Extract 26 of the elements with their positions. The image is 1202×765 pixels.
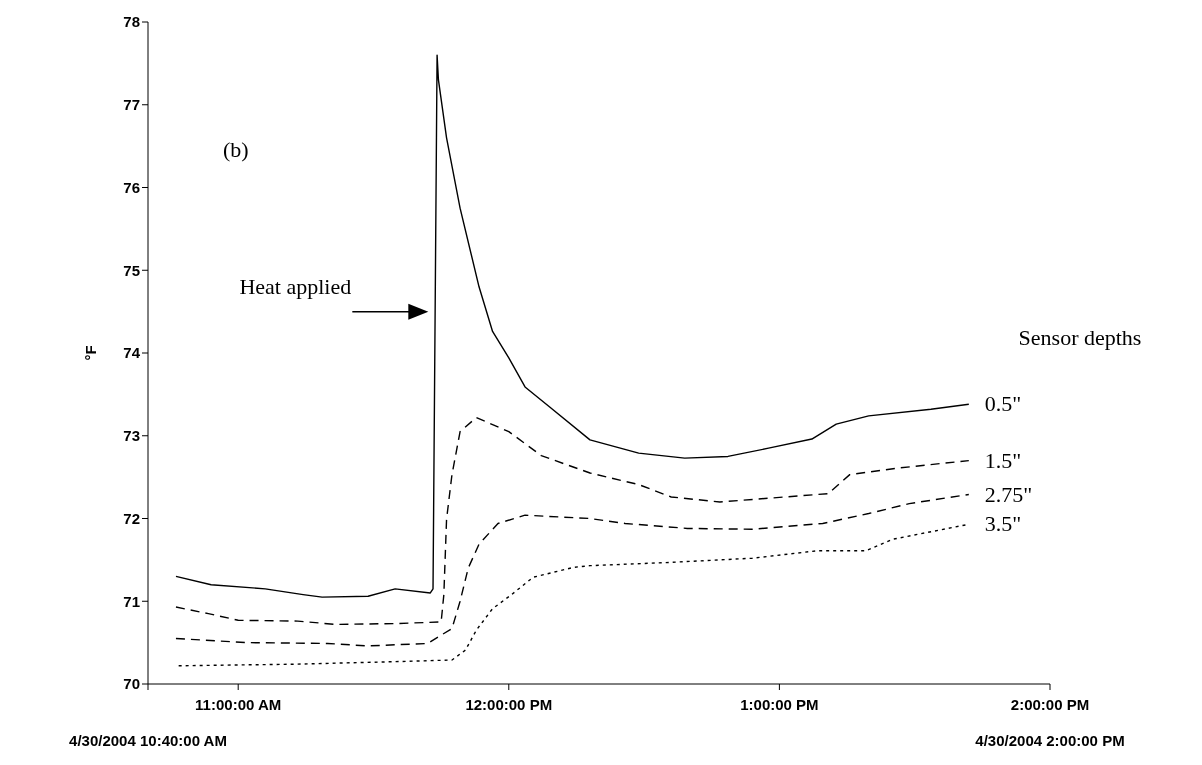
text: 4/30/2004 10:40:00 AM xyxy=(69,732,227,749)
annotation: (b) xyxy=(223,137,249,162)
x-tick-label: 12:00:00 PM xyxy=(465,696,553,713)
y-tick-label: 78 xyxy=(123,13,140,31)
y-tick-label: 74 xyxy=(123,344,141,362)
y-tick-label: 71 xyxy=(123,592,140,610)
y-tick-label: 75 xyxy=(123,261,140,279)
line-series xyxy=(175,493,970,647)
text: 4/30/2004 2:00:00 PM xyxy=(975,732,1125,749)
y-tick-label: 77 xyxy=(123,96,140,114)
series-label: 2.75" xyxy=(984,481,1033,507)
series-label: 3.5" xyxy=(984,511,1022,537)
y-axis-title: °F xyxy=(82,345,99,361)
series-label: 1.5" xyxy=(984,447,1022,473)
y-tick-label: 76 xyxy=(123,178,140,196)
annotation: Heat applied xyxy=(239,273,352,299)
legend-title: Sensor depths xyxy=(1018,324,1142,350)
y-tick-label: 70 xyxy=(123,675,140,693)
line-series xyxy=(175,54,970,598)
x-tick-label: 2:00:00 PM xyxy=(1010,696,1090,713)
y-tick-label: 73 xyxy=(123,427,140,445)
y-tick-label: 72 xyxy=(123,509,140,527)
x-tick-label: 11:00:00 AM xyxy=(195,696,282,713)
x-tick-label: 1:00:00 PM xyxy=(740,696,819,713)
series-label: 0.5" xyxy=(984,391,1022,417)
line-series xyxy=(175,416,970,626)
